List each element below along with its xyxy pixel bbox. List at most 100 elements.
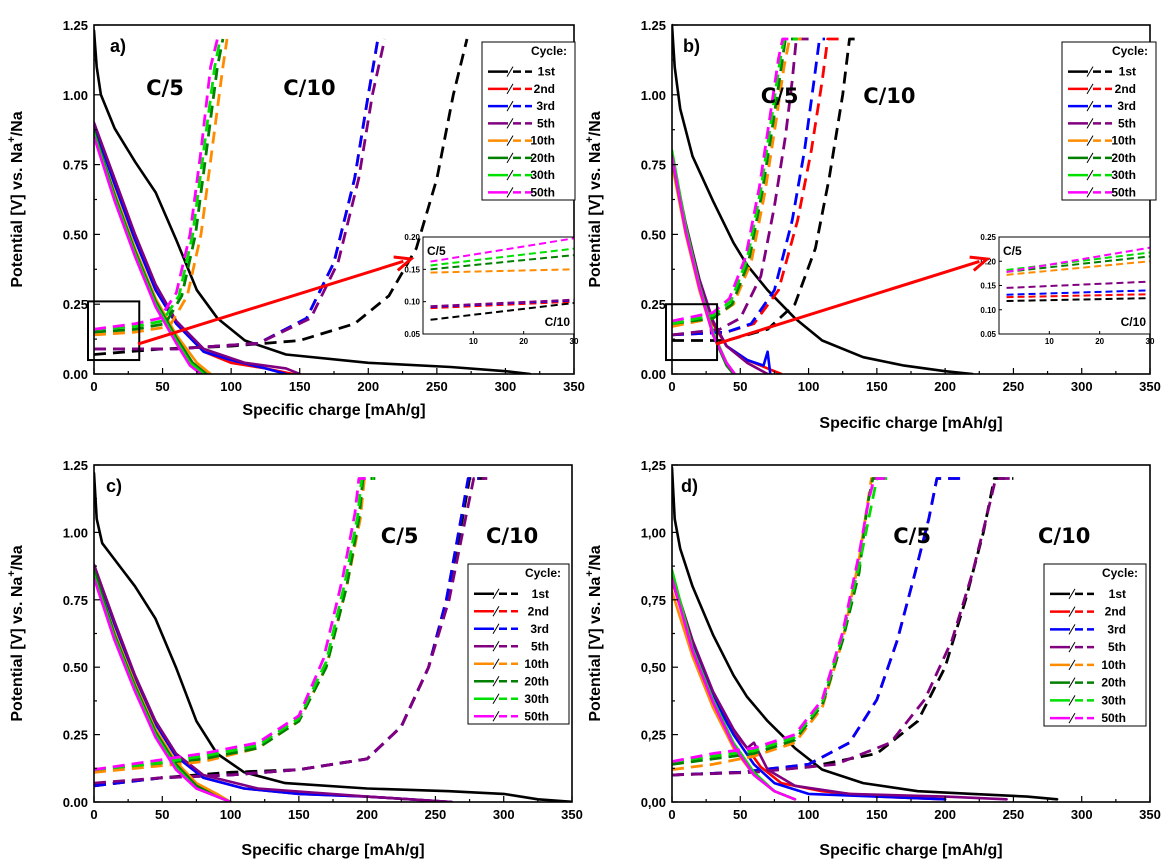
series-30th-discharge-line [672, 570, 795, 799]
x-tick-label: 100 [220, 807, 242, 822]
y-axis-title-main: Potential [V] vs. Na [9, 143, 26, 288]
y-axis-title-tail: /Na [587, 545, 604, 570]
legend-label: 5th [537, 116, 555, 130]
inset-x-tick-label: 10 [469, 337, 478, 346]
legend: Cycle: 1st 2nd 3rd 5th 10th 20th 30th 50th [468, 564, 569, 724]
legend-label: 20th [524, 674, 549, 688]
legend-label: 3rd [1117, 99, 1136, 113]
x-tick-label: 200 [934, 807, 956, 822]
legend-title: Cycle: [531, 44, 567, 58]
rate-label: C/10 [863, 84, 915, 108]
y-tick-label: 0.25 [641, 297, 666, 312]
legend-label: 1st [1119, 65, 1136, 79]
series-group [672, 468, 1057, 800]
legend: Cycle: 1st 2nd 3rd 5th 10th 20th 30th 50th [1044, 564, 1146, 726]
legend-label: 1st [1109, 587, 1126, 601]
rate-label: C/10 [486, 524, 538, 548]
series-20th-discharge-line [672, 576, 795, 800]
y-tick-label: 0.50 [63, 227, 88, 242]
rate-label: C/10 [283, 76, 335, 100]
x-tick-label: 350 [561, 807, 583, 822]
y-axis-title: Potential [V] vs. Na+/Na [584, 111, 604, 287]
legend-label: 2nd [534, 82, 555, 96]
series-3rd-charge-line [672, 39, 825, 335]
legend-label: 5th [531, 639, 549, 653]
series-10th-charge-line [672, 479, 880, 770]
x-tick-label: 250 [1003, 807, 1025, 822]
series-3rd-charge-line [672, 479, 962, 776]
inset-y-tick-label: 0.05 [404, 330, 420, 339]
legend-label: 3rd [1107, 622, 1126, 636]
legend-label: 50th [1111, 185, 1136, 199]
legend-label: 20th [1111, 151, 1136, 165]
x-tick-label: 300 [493, 807, 515, 822]
series-50th-discharge-line [672, 578, 795, 799]
legend-label: 10th [524, 657, 549, 671]
y-tick-label: 0.00 [641, 367, 666, 382]
legend-label: 3rd [536, 99, 555, 113]
inset-y-tick-label: 0.10 [404, 298, 420, 307]
y-tick-label: 0.75 [63, 158, 88, 173]
y-axis-title-main: Potential [V] vs. Na [587, 143, 604, 288]
y-tick-label: 1.25 [641, 18, 666, 33]
y-tick-label: 0.00 [63, 367, 88, 382]
x-tick-label: 150 [289, 379, 311, 394]
series-3rd-discharge-line [94, 565, 452, 802]
y-axis-title-tail: /Na [587, 111, 604, 136]
y-tick-label: 1.00 [63, 88, 88, 103]
inset-x-tick-label: 30 [1146, 337, 1155, 346]
y-tick-label: 0.25 [63, 297, 88, 312]
series-5th-discharge-line [94, 565, 452, 802]
legend-title: Cycle: [1112, 44, 1148, 58]
x-tick-label: 350 [1139, 379, 1161, 394]
y-axis-title-main: Potential [V] vs. Na [9, 577, 26, 722]
y-axis-title-tail: /Na [9, 111, 26, 136]
legend-label: 30th [1111, 168, 1136, 182]
inset-y-tick-label: 0.25 [980, 233, 996, 242]
x-axis-title: Specific charge [mAh/g] [241, 842, 424, 859]
legend-label: 50th [530, 185, 555, 199]
x-tick-label: 200 [356, 807, 378, 822]
inset-c5-label: C/5 [1003, 244, 1022, 258]
x-tick-label: 200 [934, 379, 956, 394]
y-tick-label: 0,50 [641, 660, 666, 675]
y-tick-label: 1.00 [641, 88, 666, 103]
series-2nd-charge-line [672, 479, 959, 776]
legend-label: 10th [1111, 134, 1136, 148]
legend-label: 10th [530, 134, 555, 148]
y-tick-label: 0.50 [641, 227, 666, 242]
x-tick-label: 50 [733, 379, 747, 394]
x-tick-label: 0 [668, 807, 675, 822]
y-tick-label: 0,25 [641, 728, 666, 743]
legend-label: 30th [524, 692, 549, 706]
y-tick-label: 0.75 [641, 158, 666, 173]
inset-y-tick-label: 0.20 [404, 233, 420, 242]
x-tick-label: 50 [155, 379, 169, 394]
y-tick-label: 1.00 [63, 525, 88, 540]
legend-label: 50th [1101, 711, 1126, 725]
legend-label: 50th [524, 709, 549, 723]
x-tick-label: 0 [90, 379, 97, 394]
x-tick-label: 250 [1003, 379, 1025, 394]
x-tick-label: 100 [798, 807, 820, 822]
legend-label: 3rd [530, 622, 549, 636]
inset-y-tick-label: 0.15 [980, 282, 996, 291]
series-50th-charge-line [672, 479, 885, 762]
y-tick-label: 0.75 [63, 593, 88, 608]
x-tick-label: 200 [357, 379, 379, 394]
x-tick-label: 150 [866, 807, 888, 822]
legend-label: 1st [532, 587, 549, 601]
inset-c5-label: C/5 [427, 244, 446, 258]
x-tick-label: 300 [1071, 807, 1093, 822]
chart-panel-d: 0 50 100 150 200 250 300 3500,000,250,500,751,0… [584, 458, 1161, 859]
inset-x-tick-label: 20 [519, 337, 528, 346]
series-5th-charge-line [94, 39, 385, 349]
x-tick-label: 250 [425, 807, 447, 822]
legend-label: 1st [538, 65, 555, 79]
x-tick-label: 150 [288, 807, 310, 822]
y-tick-label: 0.50 [63, 660, 88, 675]
rate-label: C/5 [381, 524, 419, 548]
y-tick-label: 0.00 [63, 795, 88, 810]
legend-label: 5th [1118, 116, 1136, 130]
inset-y-tick-label: 0.10 [980, 306, 996, 315]
